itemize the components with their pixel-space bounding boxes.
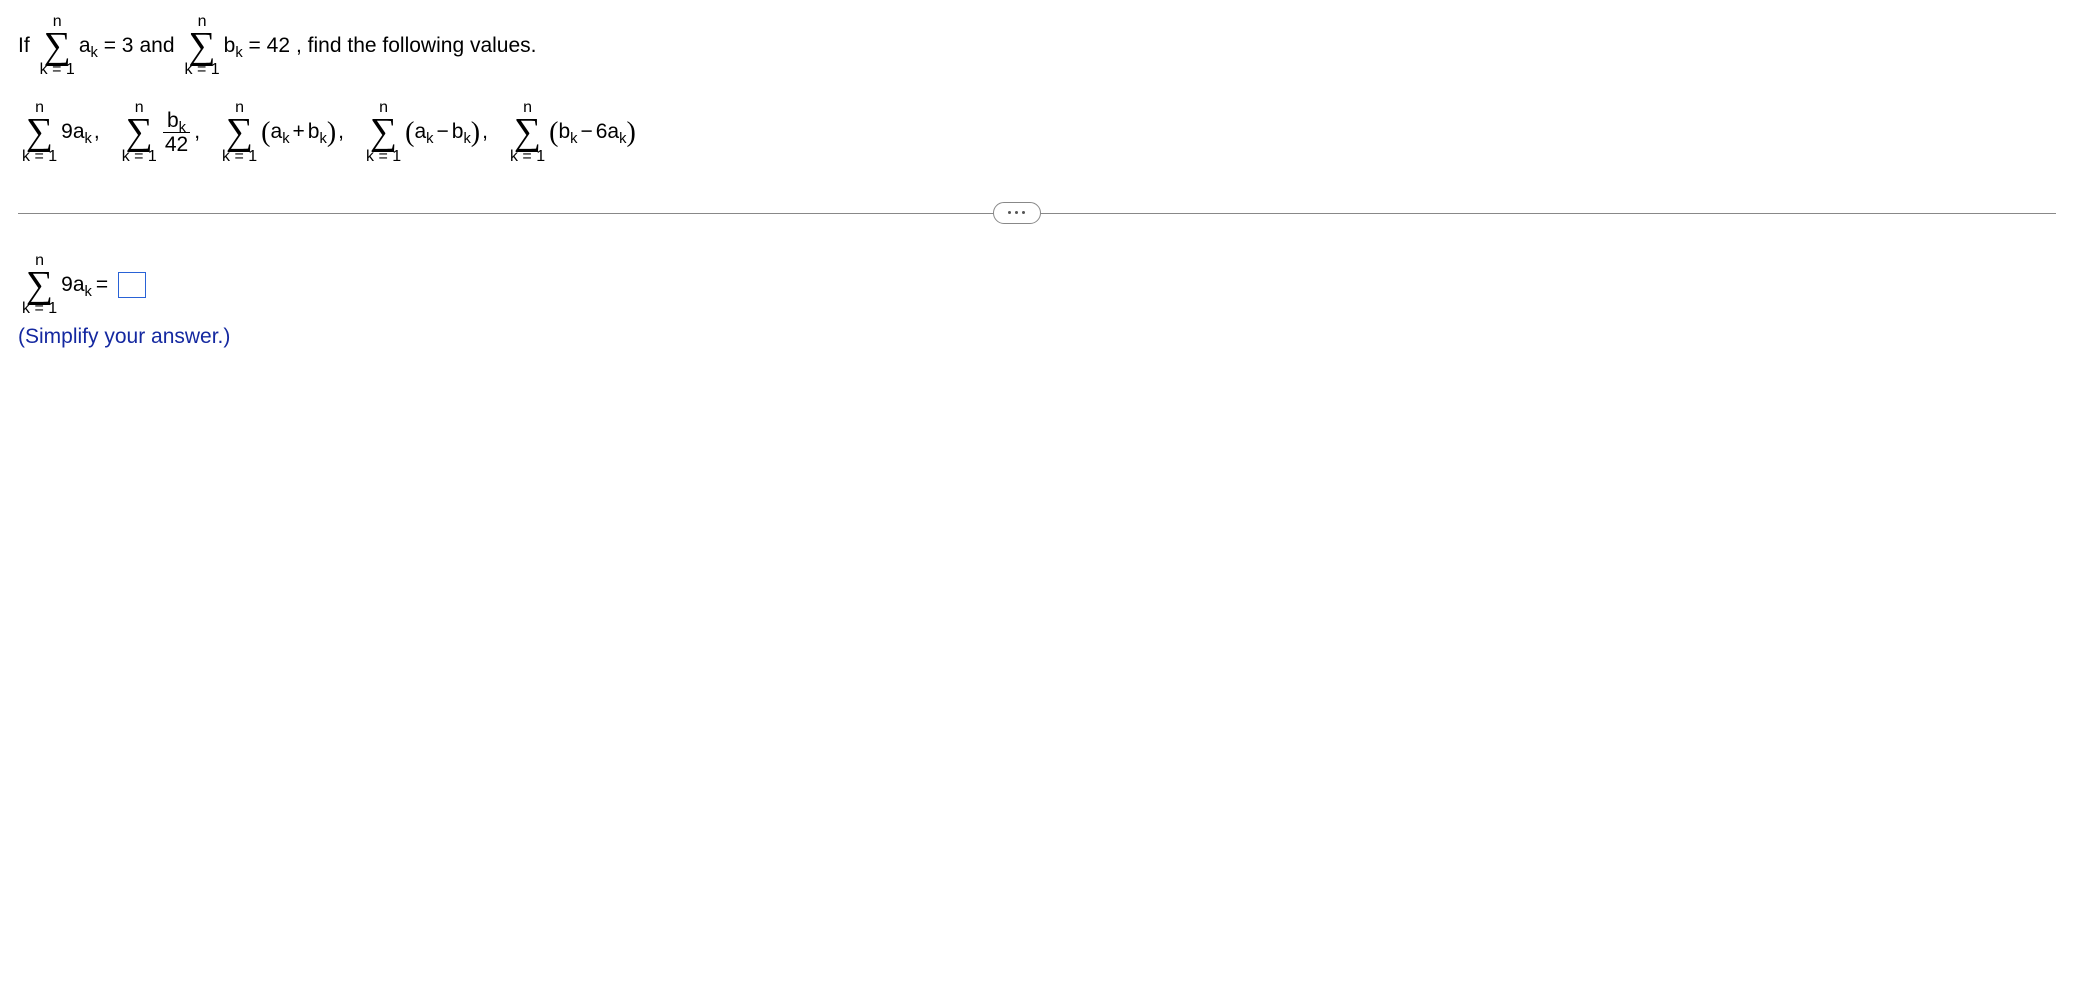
divider [18, 203, 2056, 223]
dot-icon [1008, 211, 1011, 214]
prefix-text: If [18, 34, 30, 58]
suffix-text: , find the following values. [296, 34, 536, 58]
hint-text: (Simplify your answer.) [18, 325, 2056, 349]
expand-button[interactable] [993, 202, 1041, 224]
sigma-icon: n ∑ k = 1 [22, 100, 57, 164]
sigma-icon: n ∑ k = 1 [366, 100, 401, 164]
connector-text: and [139, 34, 174, 58]
term-5: n ∑ k = 1 ( bk − 6ak ) [506, 100, 636, 164]
fraction: bk 42 [163, 109, 190, 156]
sigma-icon: n ∑ k = 1 [510, 100, 545, 164]
sigma-icon: n ∑ k = 1 [22, 253, 57, 317]
term-1: n ∑ k = 1 9ak , [18, 100, 100, 164]
sum-a-expr: ak = 3 [79, 34, 134, 58]
term-2: n ∑ k = 1 bk 42 , [118, 100, 200, 164]
term-3: n ∑ k = 1 ( ak + bk ) , [218, 100, 344, 164]
sum-a-group: n ∑ k = 1 ak = 3 [36, 14, 134, 78]
question-term: n ∑ k = 1 9ak = [18, 253, 146, 317]
given-statement: If n ∑ k = 1 ak = 3 and n ∑ k = 1 bk = 4… [18, 14, 2056, 78]
answer-area: n ∑ k = 1 9ak = (Simplify your answer.) [18, 247, 2056, 349]
dot-icon [1022, 211, 1025, 214]
sigma-icon: n ∑ k = 1 [122, 100, 157, 164]
sigma-a: n ∑ k = 1 [40, 14, 75, 78]
sum-b-group: n ∑ k = 1 bk = 42 [181, 14, 290, 78]
dot-icon [1015, 211, 1018, 214]
term-4: n ∑ k = 1 ( ak − bk ) , [362, 100, 488, 164]
sigma-b: n ∑ k = 1 [185, 14, 220, 78]
answer-input[interactable] [118, 272, 146, 298]
sum-b-expr: bk = 42 [224, 34, 290, 58]
sigma-icon: n ∑ k = 1 [222, 100, 257, 164]
terms-row: n ∑ k = 1 9ak , n ∑ k = 1 bk 42 , n ∑ k … [18, 100, 2056, 164]
